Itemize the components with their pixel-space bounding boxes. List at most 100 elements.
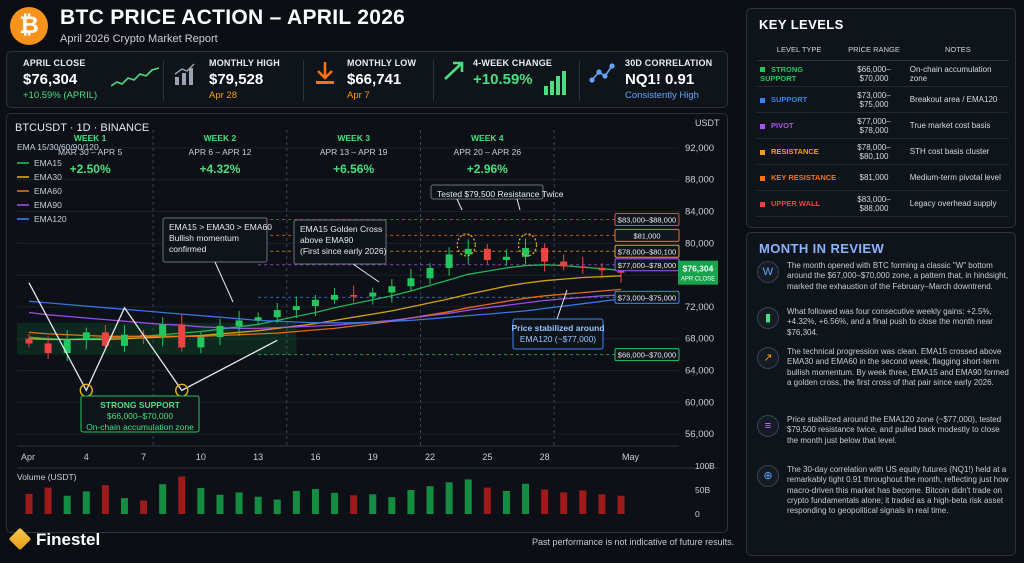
level-row: RESISTANCE $78,000–$80,100 STH cost basis …	[757, 138, 1009, 165]
callout-pointer	[516, 198, 521, 211]
candle	[311, 299, 319, 307]
level-type: STRONG SUPPORT	[757, 60, 842, 87]
candle	[25, 338, 33, 344]
strong-support-callout-text: $66,000–$70,000	[107, 411, 173, 421]
key-levels-title: KEY LEVELS	[759, 17, 844, 32]
brand-name: Finestel	[36, 530, 101, 549]
volume-bar	[369, 494, 377, 514]
week-title: WEEK 1	[74, 133, 107, 143]
price-chart-svg: 92,00088,00084,00080,00076,00072,00068,0…	[15, 118, 720, 519]
level-range: $77,000–$78,000	[841, 112, 907, 139]
strong-support-callout	[80, 395, 200, 433]
volume-bar	[44, 487, 52, 514]
price-tick: 80,000	[685, 238, 714, 249]
stat-sub: +10.59% (APRIL)	[23, 90, 98, 101]
level-type: UPPER WALL	[757, 190, 842, 217]
resistance-test-marker	[517, 233, 538, 257]
candle	[407, 278, 415, 287]
candle	[120, 334, 128, 346]
stat-value: $79,528	[209, 71, 264, 88]
strong-support-callout-text: On-chain accumulation zone	[86, 422, 194, 432]
price-tick: 60,000	[685, 397, 714, 408]
price-tick: 72,000	[685, 302, 714, 313]
level-notes: Medium-term pivotal level	[906, 164, 1009, 191]
candle	[235, 320, 243, 326]
stabilize-icon: ≡	[757, 415, 779, 437]
candle	[617, 270, 625, 273]
callout-pointer	[556, 289, 568, 320]
date-tick: 13	[253, 452, 263, 462]
week-change: +4.32%	[199, 162, 240, 176]
ema-cross-callout-text: EMA15 > EMA30 > EMA60	[169, 222, 272, 232]
stat-label: APRIL CLOSE	[23, 58, 86, 68]
ema-line-ema120	[28, 298, 622, 324]
level-type: PIVOT	[757, 112, 842, 139]
trend-up-icon	[444, 61, 464, 80]
col-notes: NOTES	[906, 39, 1009, 61]
close-price-tag	[678, 260, 718, 285]
candle	[82, 332, 90, 340]
col-level-type: LEVEL TYPE	[757, 39, 842, 61]
level-type-label: STRONG SUPPORT	[760, 64, 804, 83]
key-levels-table: LEVEL TYPE PRICE RANGE NOTES STRONG SUPP…	[757, 39, 1009, 217]
volume-bar	[579, 490, 587, 514]
volume-bar	[197, 488, 205, 514]
volume-bar	[216, 494, 224, 514]
strong-support-callout-text: STRONG SUPPORT	[100, 400, 181, 410]
level-swatch	[760, 67, 765, 73]
level-tag-label: $73,000–$75,000	[618, 293, 676, 302]
candle	[273, 310, 281, 318]
volume-bar	[292, 490, 300, 514]
week-range: APR 20 – APR 26	[454, 147, 522, 157]
golden-cross-callout-text: EMA15 Golden Cross	[300, 224, 382, 234]
volume-bar	[560, 492, 568, 514]
callout-pointer	[214, 261, 234, 303]
candle	[598, 267, 606, 271]
date-tick: 4	[84, 452, 89, 462]
volume-bar	[25, 493, 33, 514]
level-row: KEY RESISTANCE $81,000 Medium-term pivotal…	[757, 164, 1009, 191]
candle	[350, 294, 358, 297]
volume-bar	[407, 490, 415, 514]
level-tag	[614, 290, 680, 304]
stat-value: $76,304	[23, 71, 78, 88]
candle	[464, 248, 472, 255]
legend-label: EMA15	[34, 158, 62, 168]
volume-bar	[617, 495, 625, 514]
level-tag-label: $83,000–$88,000	[618, 215, 676, 224]
stat-correlation: 30D CORRELATION NQ1! 0.91 Consistently H…	[583, 52, 728, 109]
date-tick: 22	[425, 452, 435, 462]
sparkline-icon	[111, 67, 160, 87]
level-tag-label: $78,000–$80,100	[618, 247, 676, 256]
ema-line-ema90	[28, 294, 622, 330]
legend-label: EMA90	[34, 200, 62, 210]
date-tick: 10	[196, 452, 206, 462]
level-range: $81,000	[841, 164, 907, 191]
level-type-label: KEY RESISTANCE	[771, 173, 837, 182]
level-swatch	[760, 149, 765, 155]
globe-icon: ⊕	[757, 465, 779, 487]
bitcoin-logo-icon: ₿	[10, 7, 48, 45]
month-review-title: MONTH IN REVIEW	[759, 241, 885, 256]
candle	[483, 248, 491, 260]
w-pattern-icon: W	[757, 261, 779, 283]
volume-tick: 50B	[695, 485, 710, 495]
stat-monthly-low: MONTHLY LOW $66,741 Apr 7	[307, 52, 432, 109]
volume-bar	[63, 495, 71, 514]
legend-label: EMA30	[34, 172, 62, 182]
candle	[522, 248, 530, 257]
price-tick: 56,000	[685, 429, 714, 440]
resistance-test-marker	[456, 233, 476, 257]
level-swatch	[760, 175, 765, 181]
stat-april-close: APRIL CLOSE $76,304 +10.59% (APRIL)	[15, 52, 165, 109]
volume-bar	[350, 495, 358, 514]
candle	[426, 267, 434, 279]
candle	[292, 306, 300, 311]
stat-4week-change: 4-WEEK CHANGE +10.59%	[437, 52, 577, 109]
level-notes: STH cost basis cluster	[906, 138, 1009, 165]
candle	[178, 324, 186, 348]
volume-bar	[120, 498, 128, 514]
w-bottom-line	[28, 282, 278, 392]
axis-unit: USDT	[695, 118, 720, 128]
level-type-label: UPPER WALL	[771, 199, 821, 208]
